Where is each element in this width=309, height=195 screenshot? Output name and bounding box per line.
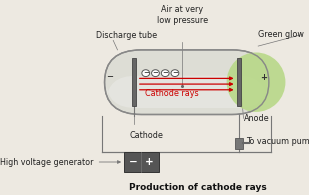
Text: Discharge tube: Discharge tube <box>96 31 157 40</box>
Text: Green glow: Green glow <box>258 30 303 39</box>
Text: −: − <box>153 70 159 76</box>
Text: −: − <box>129 157 138 167</box>
FancyBboxPatch shape <box>104 50 269 114</box>
Text: Production of cathode rays: Production of cathode rays <box>129 183 266 192</box>
Text: High voltage generator: High voltage generator <box>0 158 120 167</box>
Bar <box>235 138 243 149</box>
Text: Air at very
low pressure: Air at very low pressure <box>157 5 208 25</box>
Text: To vacuum pump: To vacuum pump <box>246 137 309 146</box>
Circle shape <box>171 70 179 77</box>
Text: −: − <box>106 73 113 82</box>
Text: Cathode: Cathode <box>130 131 164 140</box>
Text: +: + <box>260 73 267 82</box>
Bar <box>124 152 159 171</box>
FancyBboxPatch shape <box>107 76 267 108</box>
Text: −: − <box>172 70 178 76</box>
Text: Cathode rays: Cathode rays <box>145 89 198 98</box>
Text: Anode: Anode <box>243 114 269 123</box>
Text: +: + <box>145 157 153 167</box>
Bar <box>132 58 136 106</box>
Text: −: − <box>162 70 168 76</box>
Bar <box>237 58 241 106</box>
Circle shape <box>152 70 159 77</box>
Circle shape <box>142 70 150 77</box>
Text: −: − <box>143 70 149 76</box>
Ellipse shape <box>226 52 286 112</box>
Circle shape <box>161 70 169 77</box>
